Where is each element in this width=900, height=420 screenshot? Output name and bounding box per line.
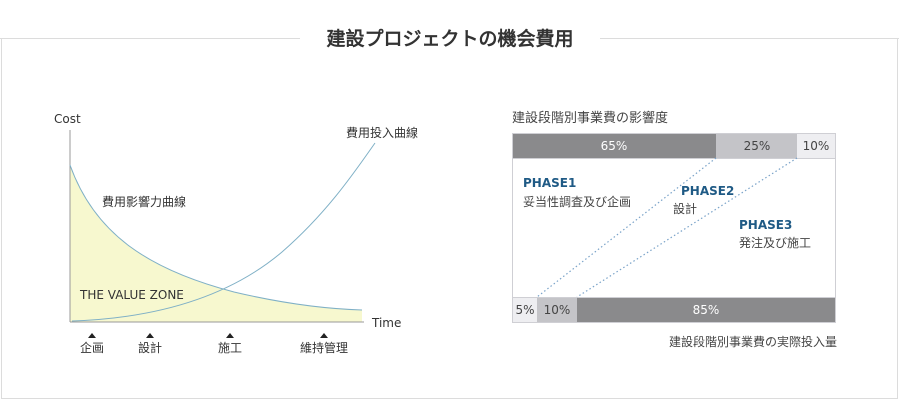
value-zone-area — [70, 165, 362, 322]
top-bar-segment-2 — [716, 134, 797, 158]
stage-marker — [146, 333, 154, 338]
top-bar-segment-3 — [797, 134, 835, 158]
phase3-desc: 発注及び施工 — [739, 235, 811, 250]
influence-curve-label: 費用影響力曲線 — [102, 194, 186, 209]
cost-curve-diagram: Cost Time 費用投入曲線 費用影響力曲線 THE VALUE ZONE … — [54, 112, 418, 355]
phase1-desc: 妥当性調査及び企画 — [523, 194, 631, 209]
phase3-name: PHASE3 — [739, 218, 792, 232]
stage-marker — [226, 333, 234, 338]
phase2-desc: 設計 — [673, 201, 697, 216]
phase-boundary-line-2 — [576, 157, 798, 298]
cost-influence-curve — [69, 164, 363, 311]
stage-label-planning: 企画 — [80, 340, 104, 355]
y-axis-label: Cost — [54, 112, 81, 126]
x-axis-label: Time — [371, 316, 401, 330]
phase-boundary-line-1 — [536, 157, 717, 298]
top-bar-label-3: 10% — [803, 139, 830, 153]
bottom-bar-label-2: 10% — [544, 303, 571, 317]
stage-label-design: 設計 — [138, 340, 162, 355]
stage-label-maintenance: 維持管理 — [300, 340, 348, 355]
phase-box — [512, 133, 836, 323]
stage-marker — [320, 333, 328, 338]
phase1-name: PHASE1 — [523, 176, 576, 190]
title-divider-right — [600, 38, 899, 39]
bottom-bar-label-3: 85% — [693, 303, 720, 317]
stage-label-construction: 施工 — [218, 341, 242, 355]
bottom-bar-segment-3 — [577, 298, 835, 322]
investment-curve-label: 費用投入曲線 — [346, 125, 418, 140]
top-bar-label-2: 25% — [744, 139, 771, 153]
bottom-bar-segment-2 — [537, 298, 577, 322]
cost-investment-curve — [71, 142, 376, 322]
phase-impact-diagram: 65% 25% 10% 5% 10% 85% PHASE1 妥当性調査及び企画 … — [512, 133, 836, 323]
bottom-bar-label-1: 5% — [515, 303, 534, 317]
impact-chart-title: 建設段階別事業費の影響度 — [512, 111, 669, 126]
page-title: 建設プロジェクトの機会費用 — [0, 24, 900, 51]
title-divider-left — [0, 38, 300, 39]
value-zone-label: THE VALUE ZONE — [79, 288, 184, 302]
stage-marker — [88, 333, 96, 338]
bottom-bar-segment-1 — [513, 298, 537, 322]
impact-chart-caption: 建設段階別事業費の実際投入量 — [668, 335, 837, 349]
top-bar-label-1: 65% — [601, 139, 628, 153]
phase2-name: PHASE2 — [681, 184, 734, 198]
top-bar-segment-1 — [513, 134, 716, 158]
